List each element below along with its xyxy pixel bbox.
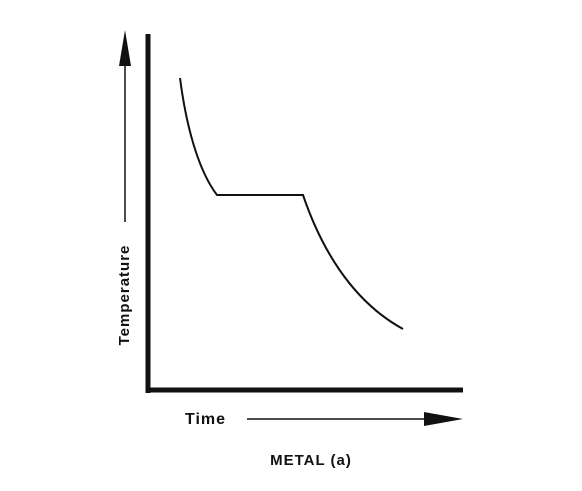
y-axis-label: Temperature [116, 245, 133, 346]
x-axis-label: Time [185, 411, 226, 428]
caption: METAL (a) [270, 452, 352, 469]
y-arrow-head [119, 30, 131, 66]
x-arrow-head [424, 412, 463, 426]
cooling-curve [179, 77, 404, 330]
